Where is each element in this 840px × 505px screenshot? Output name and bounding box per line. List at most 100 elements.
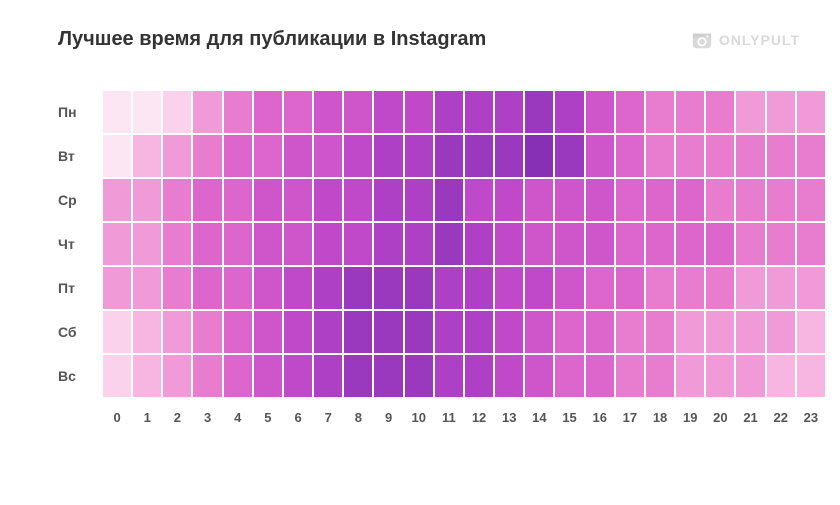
heatmap-cell: [735, 222, 765, 266]
heatmap-cell: [313, 134, 343, 178]
x-axis-label: 4: [223, 410, 253, 425]
heatmap-cell: [102, 178, 132, 222]
heatmap-cell: [585, 222, 615, 266]
heatmap-cell: [796, 178, 826, 222]
heatmap-cell: [735, 178, 765, 222]
heatmap-cell: [404, 90, 434, 134]
heatmap-cell: [524, 222, 554, 266]
heatmap-cell: [554, 266, 584, 310]
heatmap-cell: [162, 222, 192, 266]
heatmap-cell: [192, 222, 222, 266]
heatmap-cell: [373, 134, 403, 178]
heatmap-cell: [524, 354, 554, 398]
x-axis-label: 5: [253, 410, 283, 425]
heatmap-cell: [434, 310, 464, 354]
heatmap-cell: [192, 310, 222, 354]
x-axis-label: 3: [192, 410, 222, 425]
y-axis-label: Сб: [58, 310, 94, 354]
camera-icon: [691, 29, 713, 51]
x-axis-label: 14: [524, 410, 554, 425]
heatmap-cell: [373, 90, 403, 134]
heatmap-cell: [343, 222, 373, 266]
heatmap-cell: [585, 134, 615, 178]
heatmap-cell: [464, 90, 494, 134]
heatmap-cell: [554, 134, 584, 178]
heatmap-cell: [373, 354, 403, 398]
heatmap-cell: [132, 90, 162, 134]
heatmap-cell: [223, 222, 253, 266]
heatmap-cell: [434, 266, 464, 310]
x-axis-label: 1: [132, 410, 162, 425]
heatmap-cell: [615, 266, 645, 310]
chart-title: Лучшее время для публикации в Instagram: [58, 28, 486, 51]
heatmap-cell: [283, 354, 313, 398]
heatmap-cell: [434, 354, 464, 398]
heatmap-cell: [766, 178, 796, 222]
heatmap-cell: [464, 354, 494, 398]
heatmap-cell: [162, 90, 192, 134]
heatmap-cell: [796, 354, 826, 398]
heatmap-cell: [585, 90, 615, 134]
heatmap-cell: [283, 266, 313, 310]
heatmap-cell: [705, 222, 735, 266]
x-axis-label: 21: [735, 410, 765, 425]
heatmap-cell: [253, 310, 283, 354]
heatmap-cell: [645, 90, 675, 134]
heatmap-cell: [585, 266, 615, 310]
heatmap-cell: [645, 178, 675, 222]
x-axis-label: 16: [585, 410, 615, 425]
heatmap-cell: [464, 178, 494, 222]
heatmap-cell: [705, 90, 735, 134]
y-axis-label: Вс: [58, 354, 94, 398]
heatmap-cell: [404, 178, 434, 222]
heatmap-cell: [524, 178, 554, 222]
x-axis-label: 0: [102, 410, 132, 425]
y-axis-label: Пт: [58, 266, 94, 310]
heatmap-cell: [554, 310, 584, 354]
x-axis-label: 13: [494, 410, 524, 425]
heatmap-cell: [132, 354, 162, 398]
heatmap-cell: [675, 134, 705, 178]
heatmap-cell: [404, 134, 434, 178]
heatmap-cell: [373, 266, 403, 310]
brand-text: ONLYPULT: [719, 32, 800, 48]
heatmap-cell: [464, 134, 494, 178]
x-axis-label: 23: [796, 410, 826, 425]
heatmap-cell: [735, 354, 765, 398]
heatmap-cell: [253, 222, 283, 266]
heatmap-cell: [283, 134, 313, 178]
heatmap-cell: [735, 310, 765, 354]
heatmap-cell: [615, 90, 645, 134]
x-axis-label: 15: [554, 410, 584, 425]
heatmap-cell: [253, 178, 283, 222]
heatmap-cell: [223, 266, 253, 310]
heatmap-cell: [585, 354, 615, 398]
y-axis-label: Ср: [58, 178, 94, 222]
heatmap-cell: [102, 222, 132, 266]
heatmap-cell: [283, 222, 313, 266]
heatmap-cell: [343, 266, 373, 310]
heatmap-cell: [162, 134, 192, 178]
heatmap-cell: [705, 310, 735, 354]
heatmap-cell: [434, 178, 464, 222]
x-axis-label: 19: [675, 410, 705, 425]
heatmap-cell: [615, 310, 645, 354]
y-axis-label: Чт: [58, 222, 94, 266]
heatmap-cell: [766, 310, 796, 354]
heatmap-cell: [343, 310, 373, 354]
heatmap-cell: [494, 178, 524, 222]
heatmap-cell: [192, 178, 222, 222]
x-axis-label: 2: [162, 410, 192, 425]
heatmap-cell: [675, 266, 705, 310]
heatmap-cell: [705, 354, 735, 398]
heatmap-cell: [524, 134, 554, 178]
heatmap-cell: [434, 222, 464, 266]
heatmap-cell: [434, 134, 464, 178]
heatmap-cell: [132, 222, 162, 266]
heatmap-cell: [434, 90, 464, 134]
heatmap-cell: [404, 354, 434, 398]
heatmap-cell: [253, 266, 283, 310]
heatmap-cell: [343, 178, 373, 222]
heatmap-cell: [675, 90, 705, 134]
heatmap-cell: [283, 178, 313, 222]
